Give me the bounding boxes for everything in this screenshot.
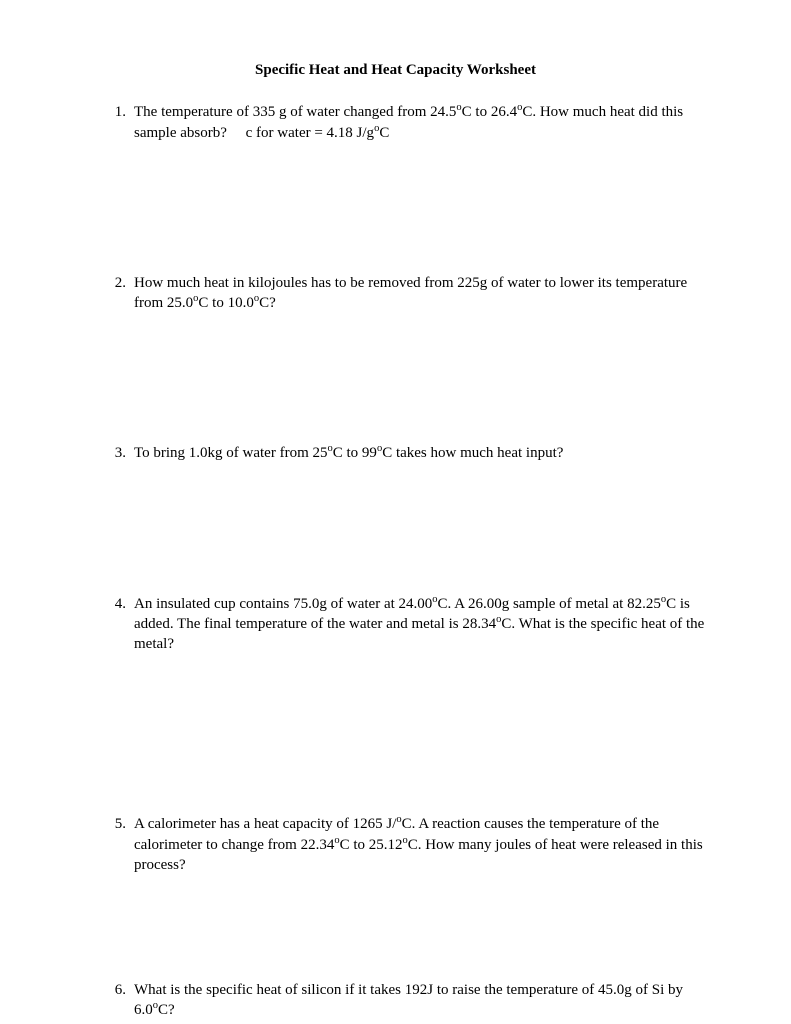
question-number: 3. bbox=[110, 443, 134, 463]
question-item: 6. What is the specific heat of silicon … bbox=[110, 980, 711, 1021]
question-text: What is the specific heat of silicon if … bbox=[134, 980, 711, 1021]
question-text: An insulated cup contains 75.0g of water… bbox=[134, 594, 711, 655]
question-text: A calorimeter has a heat capacity of 126… bbox=[134, 814, 711, 875]
questions-list: 1. The temperature of 335 g of water cha… bbox=[80, 102, 711, 1020]
question-number: 5. bbox=[110, 814, 134, 875]
question-item: 3. To bring 1.0kg of water from 25oC to … bbox=[110, 443, 711, 463]
question-item: 5. A calorimeter has a heat capacity of … bbox=[110, 814, 711, 875]
question-number: 4. bbox=[110, 594, 134, 655]
question-text: The temperature of 335 g of water change… bbox=[134, 102, 711, 143]
question-item: 2. How much heat in kilojoules has to be… bbox=[110, 273, 711, 314]
question-number: 6. bbox=[110, 980, 134, 1021]
question-item: 1. The temperature of 335 g of water cha… bbox=[110, 102, 711, 143]
question-text: To bring 1.0kg of water from 25oC to 99o… bbox=[134, 443, 711, 463]
question-text: How much heat in kilojoules has to be re… bbox=[134, 273, 711, 314]
question-number: 2. bbox=[110, 273, 134, 314]
question-item: 4. An insulated cup contains 75.0g of wa… bbox=[110, 594, 711, 655]
page-title: Specific Heat and Heat Capacity Workshee… bbox=[80, 60, 711, 80]
question-number: 1. bbox=[110, 102, 134, 143]
